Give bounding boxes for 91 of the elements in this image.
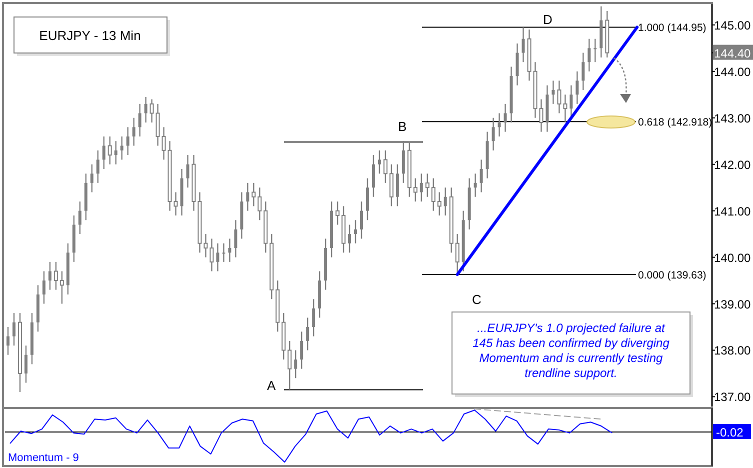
ref-line-label: 1.000 (144.95) [638,22,706,34]
candlestick [552,80,555,105]
candlestick [12,312,16,346]
candlestick [425,173,430,198]
candlestick [354,220,358,244]
candlestick [114,140,118,165]
candlestick [516,42,519,86]
ref-line-label: 0.000 (139.63) [638,269,706,282]
candlestick [222,242,226,263]
candlestick [60,270,64,304]
candlestick [557,80,562,114]
candlestick [6,326,10,356]
y-tick-label: 142.00 [714,158,752,172]
candlestick [588,38,591,72]
candlestick [156,103,160,146]
candlestick [522,26,525,63]
candlestick [444,186,447,216]
candlestick [210,238,214,272]
candlestick [360,200,363,240]
candlestick [108,136,112,165]
candlestick [396,164,399,207]
annotation: A [267,378,276,393]
candlestick [306,317,310,351]
candlestick [300,331,304,370]
candlestick [96,150,100,184]
candlestick [204,233,208,258]
annotation: C [472,292,482,307]
ref-line-label: 0.618 (142.918) [638,116,712,129]
candlestick [372,154,375,198]
candlestick [336,200,340,226]
candlestick [132,117,136,146]
candlestick [383,150,388,184]
annotation: B [398,119,407,134]
candlestick [90,164,94,193]
candlestick [294,350,298,379]
y-tick-label: 143.00 [714,111,752,126]
candlestick [120,136,124,160]
candlestick [389,164,394,207]
candlestick [312,298,316,337]
candlestick [348,224,352,254]
candlestick [366,178,369,221]
candlestick [162,126,166,160]
candlestick [216,242,220,272]
candlestick [437,192,442,216]
candlestick [150,98,154,124]
candlestick [42,270,46,304]
candlestick [228,238,232,263]
candlestick [24,344,28,384]
y-tick-label: 141.00 [714,204,752,218]
candlestick [144,96,148,124]
candlestick [174,192,178,216]
candlestick [413,178,418,202]
text: Momentum - 9 [8,452,79,464]
annotation: D [543,12,552,27]
candlestick [563,94,568,124]
candlestick [288,340,292,390]
candlestick [252,182,256,207]
y-tick-label: 137.00 [714,390,752,404]
candlestick [234,220,238,258]
candlestick [102,136,106,170]
candlestick [258,186,262,221]
text: -0.02 [716,426,744,440]
y-tick-label: 138.00 [714,344,752,358]
y-tick-label: 144.40 [714,46,752,60]
text: EURJPY - 13 Min [39,28,141,43]
candlestick [186,154,190,188]
candlestick [402,141,405,184]
candlestick [594,38,597,63]
y-tick-label: 139.00 [714,297,752,312]
candlestick [420,173,423,202]
candlestick [138,103,142,138]
candlestick [54,261,58,290]
candlestick [378,150,381,174]
candlestick [576,70,579,105]
y-tick-label: 140.00 [714,250,752,265]
candlestick [504,103,507,132]
y-tick-label: 144.00 [714,64,752,79]
candlestick [498,112,501,138]
candlestick [78,200,82,235]
candlestick [431,178,436,212]
candlestick [582,52,585,91]
candlestick [126,126,130,156]
candlestick [474,173,477,198]
annotation: ...EURJPY's 1.0 projected failure at 145 has been confirmed by diverging Momentum and is currently testing trendline support. [472,321,670,380]
candlestick [480,159,483,193]
y-tick-label: 145.00 [714,18,752,32]
candlestick [48,261,52,290]
note-box: ...EURJPY's 1.0 projected failure at 145 has been confirmed by diverging Momentum and is currently testing trendline support. [452,312,693,397]
candlestick [570,84,573,118]
candlestick [246,182,250,212]
candlestick [492,117,495,151]
